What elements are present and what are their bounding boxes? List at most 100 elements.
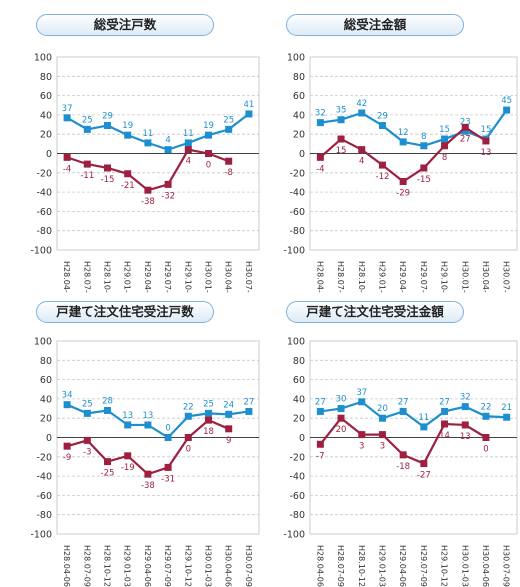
data-point xyxy=(245,407,253,415)
x-tick-label: H29.10-12 xyxy=(183,261,192,293)
data-point xyxy=(184,146,192,154)
data-point xyxy=(144,470,152,478)
data-label: 22 xyxy=(183,402,194,412)
y-tick-label: -40 xyxy=(289,472,305,483)
x-tick-label: H29.10-12 xyxy=(183,545,192,587)
data-point xyxy=(461,123,469,131)
data-point xyxy=(316,440,324,448)
data-label: -4 xyxy=(63,164,71,174)
y-tick-label: -60 xyxy=(36,207,52,218)
y-tick-label: -60 xyxy=(289,207,305,218)
data-point xyxy=(124,170,132,178)
data-label: 11 xyxy=(142,129,153,139)
series-red: -4 -11 -15 -21 -38 -32 4 0 -8 xyxy=(63,146,233,207)
x-tick-label: H30.07-09 xyxy=(502,545,511,587)
data-point xyxy=(164,180,172,188)
y-tick-label: 40 xyxy=(40,110,52,121)
data-point xyxy=(482,137,490,145)
data-point xyxy=(164,463,172,471)
y-tick-label: 40 xyxy=(40,394,52,405)
data-point xyxy=(399,177,407,185)
x-tick-label: H30.04-06 xyxy=(224,545,233,587)
data-point xyxy=(441,142,449,150)
x-tick-label: H30.07-09 xyxy=(244,545,253,587)
chart-panel-custom-home-units: 戸建て注文住宅受注戸数 100 80 60 40 20 0 -20 -40 -60 -80 -100… xyxy=(0,293,260,587)
data-label: -38 xyxy=(141,197,155,207)
data-point xyxy=(83,160,91,168)
data-point xyxy=(316,407,324,415)
series-line xyxy=(320,109,508,147)
x-tick-label: H28.10-12 xyxy=(357,261,366,293)
y-tick-label: -20 xyxy=(289,168,305,179)
data-label: -25 xyxy=(101,469,115,479)
data-label: -4 xyxy=(316,164,324,174)
chart-title: 総受注金額 xyxy=(286,14,464,36)
data-point xyxy=(337,116,345,124)
data-point xyxy=(63,153,71,161)
data-point xyxy=(83,125,91,133)
data-label: 27 xyxy=(243,397,254,407)
data-label: 15 xyxy=(481,125,492,135)
chart-title: 戸建て注文住宅受注金額 xyxy=(286,301,464,323)
data-point xyxy=(144,421,152,429)
x-tick-label: H29.04-06 xyxy=(143,261,152,293)
data-point xyxy=(104,406,111,414)
y-tick-label: 80 xyxy=(40,72,52,83)
data-point xyxy=(503,413,511,421)
y-tick-label: 100 xyxy=(34,53,52,64)
data-point xyxy=(63,114,71,122)
data-point xyxy=(441,135,449,143)
data-point xyxy=(104,458,111,466)
data-label: 45 xyxy=(501,96,512,106)
data-label: 3 xyxy=(380,442,385,452)
data-point xyxy=(337,135,345,143)
data-point xyxy=(144,186,152,194)
series-line xyxy=(320,400,507,429)
data-label: 0 xyxy=(186,445,191,455)
x-tick-label: H28.10-12 xyxy=(357,545,366,587)
data-point xyxy=(104,122,111,130)
data-point xyxy=(225,157,233,165)
y-tick-label: 100 xyxy=(287,337,305,348)
data-label: 23 xyxy=(460,117,471,127)
data-label: -15 xyxy=(417,175,431,185)
data-label: 15 xyxy=(439,125,450,135)
y-tick-label: 80 xyxy=(293,72,305,83)
data-label: 11 xyxy=(183,129,194,139)
x-tick-label: H29.04-06 xyxy=(143,545,152,587)
x-tick-label: H29.07-09 xyxy=(163,545,172,587)
data-point xyxy=(358,431,366,439)
series-line xyxy=(66,148,230,192)
x-tick-label: H30.07-09 xyxy=(244,261,253,293)
chart-panel-total-amount: 総受注金額 100 80 60 40 20 0 -20 -40 -60 -80 -100 H28.04… xyxy=(260,0,520,293)
data-label: 25 xyxy=(82,399,93,409)
series-blue: 27 30 37 20 27 11 27 32 22 21 xyxy=(315,388,512,431)
data-label: 11 xyxy=(418,413,429,423)
data-point xyxy=(205,416,212,424)
data-label: 3 xyxy=(359,442,364,452)
x-tick-label: H28.04-06 xyxy=(315,261,324,293)
data-label: 34 xyxy=(62,391,73,401)
data-point xyxy=(461,127,469,135)
data-label: 4 xyxy=(165,136,170,146)
data-point xyxy=(482,412,490,420)
chart-panel-total-units: 総受注戸数 100 80 60 40 20 0 -20 -40 -60 -80 -100 H28.04… xyxy=(0,0,260,293)
x-tick-label: H29.01-03 xyxy=(123,261,132,293)
data-label: 35 xyxy=(336,106,347,116)
data-point xyxy=(399,451,407,459)
data-label: 32 xyxy=(315,109,326,119)
x-tick-label: H30.01-03 xyxy=(460,261,469,293)
data-label: 4 xyxy=(359,157,364,167)
data-point xyxy=(83,436,91,444)
y-tick-label: 80 xyxy=(40,356,52,367)
data-label: 20 xyxy=(377,404,388,414)
data-point xyxy=(104,164,111,172)
data-label: -3 xyxy=(83,447,91,457)
data-label: -29 xyxy=(396,188,410,198)
data-point xyxy=(164,146,172,154)
data-label: 21 xyxy=(501,403,512,413)
y-tick-label: -40 xyxy=(289,188,305,199)
x-tick-label: H29.01-03 xyxy=(123,545,132,587)
series-blue: 34 25 28 13 13 0 22 25 24 27 xyxy=(62,391,254,441)
y-tick-label: -100 xyxy=(30,530,52,541)
